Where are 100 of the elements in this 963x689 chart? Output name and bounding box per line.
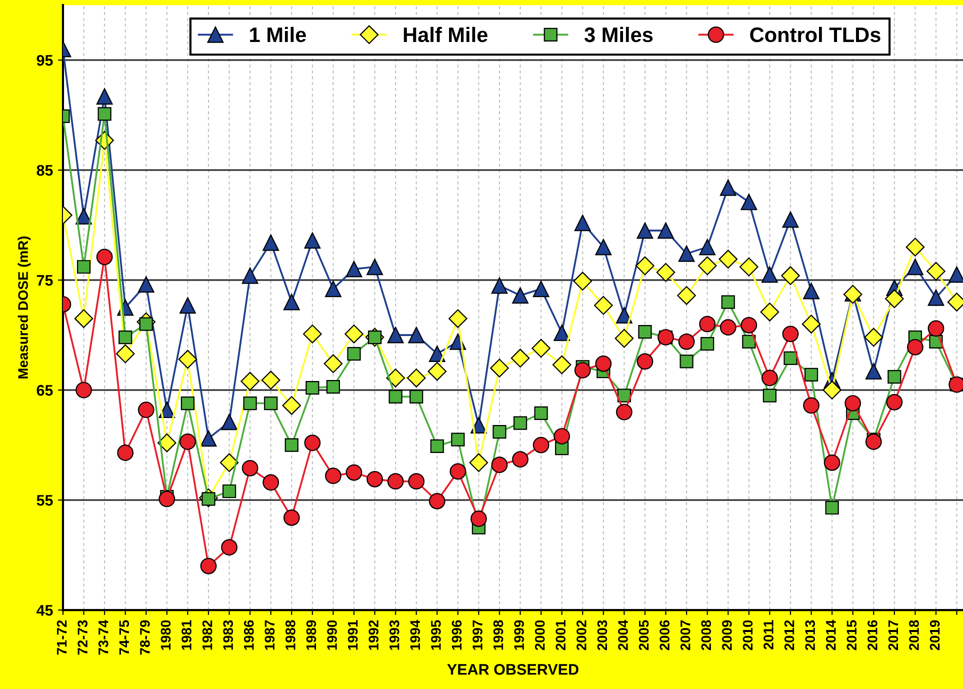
point	[721, 295, 735, 309]
point	[656, 262, 676, 282]
point	[718, 250, 738, 269]
point	[595, 238, 612, 256]
x-tick-label: 2000	[534, 620, 545, 650]
point	[408, 326, 425, 344]
y-tick-label: 45	[36, 605, 53, 616]
y-tick-label: 65	[36, 384, 53, 396]
x-tick-label: 73-74	[98, 620, 108, 655]
x-tick-label: 1983	[223, 620, 234, 650]
point	[220, 453, 239, 472]
point	[325, 280, 342, 298]
point	[532, 338, 550, 358]
point	[594, 296, 613, 315]
x-tick-label: 2013	[805, 620, 816, 650]
point	[699, 316, 716, 332]
point	[76, 382, 92, 398]
x-tick-label: 2017	[888, 620, 898, 650]
point	[180, 396, 194, 410]
x-tick-label: 1982	[202, 620, 212, 650]
point	[762, 266, 778, 283]
point	[552, 355, 572, 374]
x-tick-label: 1990	[327, 620, 337, 650]
point	[386, 368, 405, 388]
x-tick-label: 74-75	[119, 620, 130, 655]
point	[470, 510, 487, 527]
x-tick-label: 2006	[660, 620, 670, 650]
point	[742, 334, 756, 348]
x-tick-label: 2011	[764, 620, 774, 650]
point	[885, 289, 904, 308]
point	[907, 258, 924, 276]
x-tick-label: 1986	[244, 620, 254, 650]
point	[366, 470, 383, 488]
legend-label: Control TLDs	[750, 26, 880, 42]
point	[262, 474, 280, 491]
point	[573, 272, 592, 291]
y-tick-label: 55	[36, 495, 53, 506]
point	[886, 394, 903, 410]
point	[844, 395, 862, 412]
x-tick-label: 2019	[930, 620, 940, 650]
x-tick-label: 2012	[784, 620, 794, 650]
x-tick-label: 1992	[368, 620, 378, 650]
point	[469, 453, 488, 472]
point	[304, 434, 321, 452]
x-tick-label: 1988	[286, 620, 296, 650]
y-tick-label: 95	[36, 54, 53, 66]
point	[325, 468, 342, 484]
point	[344, 324, 364, 344]
point	[513, 416, 528, 430]
point	[284, 438, 298, 452]
point	[240, 372, 260, 391]
point	[451, 432, 465, 446]
point	[638, 324, 652, 339]
point	[824, 454, 840, 471]
point	[928, 320, 944, 337]
point	[490, 358, 509, 378]
x-tick-label: 1994	[410, 620, 420, 650]
point	[740, 194, 758, 210]
x-tick-label: 1999	[514, 620, 524, 650]
point	[802, 314, 821, 334]
y-tick-label: 75	[36, 275, 53, 286]
point	[825, 500, 839, 515]
point	[700, 337, 714, 351]
point	[616, 307, 632, 324]
point	[118, 330, 132, 344]
x-tick-label: 2010	[742, 620, 753, 650]
point	[450, 463, 466, 480]
point	[261, 370, 280, 390]
x-tick-label: 2003	[597, 620, 608, 650]
point	[410, 390, 424, 404]
point	[304, 232, 321, 249]
x-tick-label: 2005	[638, 620, 649, 650]
x-tick-label: 1989	[306, 620, 316, 650]
point	[74, 309, 94, 328]
point	[720, 179, 736, 196]
point	[680, 354, 694, 368]
x-tick-label: 1980	[160, 620, 171, 650]
point	[906, 238, 925, 256]
point	[510, 348, 530, 368]
x-tick-label: 2014	[826, 620, 836, 650]
point	[614, 328, 634, 348]
point	[636, 353, 654, 370]
point	[428, 492, 446, 510]
point	[158, 433, 176, 452]
y-axis-title: Measured DOSE (mR)	[18, 236, 31, 378]
point	[222, 484, 236, 498]
point	[928, 289, 944, 306]
point	[907, 338, 924, 356]
x-tick-label: 2018	[909, 620, 919, 650]
x-tick-label: 2001	[556, 620, 566, 650]
x-tick-label: 1998	[493, 620, 504, 650]
point	[803, 397, 820, 414]
point	[678, 333, 695, 350]
point	[242, 267, 258, 284]
point	[346, 464, 362, 481]
x-axis-title: YEAR OBSERVED	[447, 664, 578, 675]
point	[616, 404, 632, 420]
point	[387, 326, 404, 344]
point	[117, 444, 134, 461]
point	[366, 258, 383, 276]
